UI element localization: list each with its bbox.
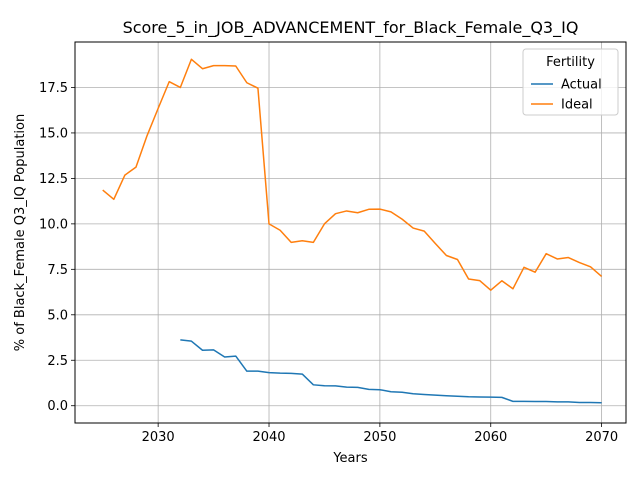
legend-box xyxy=(522,48,619,116)
x-tick-label: 2070 xyxy=(585,430,618,445)
x-tick-label: 2060 xyxy=(474,430,507,445)
y-tick-label: 17.5 xyxy=(39,81,68,96)
legend-label-ideal: Ideal xyxy=(561,98,593,113)
legend-label-actual: Actual xyxy=(561,78,602,93)
chart-title: Score_5_in_JOB_ADVANCEMENT_for_Black_Fem… xyxy=(123,18,579,38)
x-tick-label: 2050 xyxy=(363,430,396,445)
y-tick-label: 10.0 xyxy=(39,217,68,232)
y-tick-label: 0.0 xyxy=(47,399,68,414)
y-axis-label: % of Black_Female Q3_IQ Population xyxy=(13,114,28,351)
x-tick-label: 2040 xyxy=(252,430,285,445)
x-axis-label: Years xyxy=(332,451,368,466)
y-tick-label: 15.0 xyxy=(39,126,68,141)
y-tick-label: 12.5 xyxy=(39,172,68,187)
axis-ticks: 2030 2040 2050 2060 2070 0.0 2.5 5.0 7.5 10.0 12.5… xyxy=(39,81,618,445)
series-line-actual xyxy=(180,339,602,404)
x-tick-label: 2030 xyxy=(142,430,175,445)
legend-items: Actual Ideal xyxy=(531,78,602,113)
legend: Fertility Actual Ideal xyxy=(522,48,619,116)
series-line-ideal xyxy=(102,58,603,291)
legend-title: Fertility xyxy=(546,55,595,70)
y-tick-label: 2.5 xyxy=(47,354,68,369)
y-tick-label: 5.0 xyxy=(47,308,68,323)
plot-frame xyxy=(74,41,627,424)
y-tick-label: 7.5 xyxy=(47,263,68,278)
series-layer xyxy=(102,58,603,404)
